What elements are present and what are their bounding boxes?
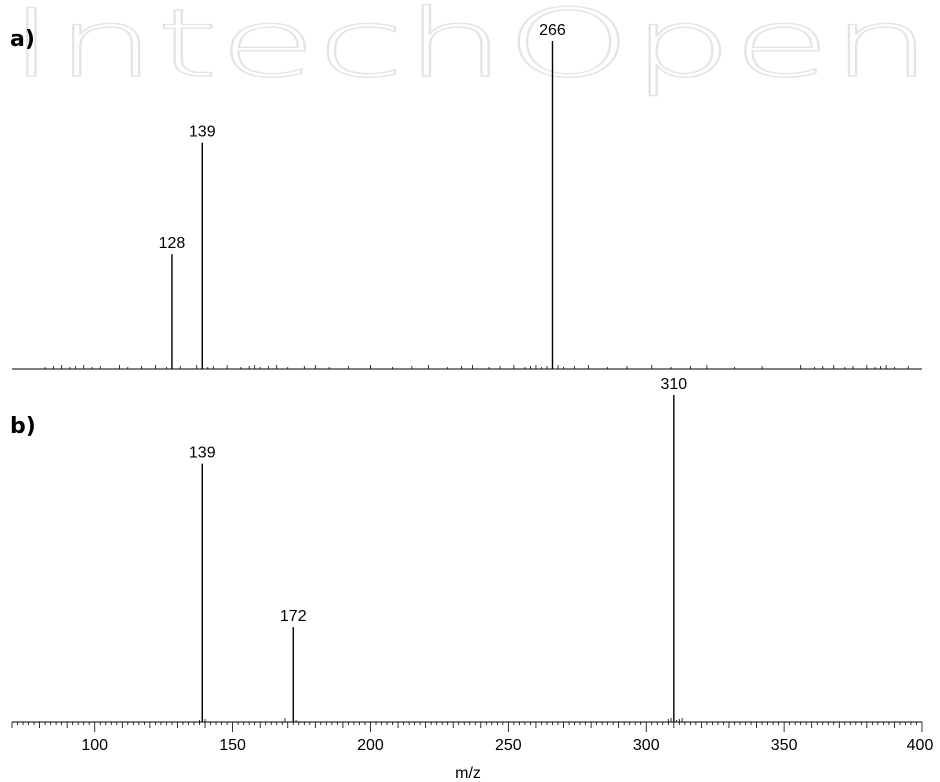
peaks-a: 128 139 266 xyxy=(159,22,566,369)
peak-label-a-266: 266 xyxy=(539,22,566,39)
x-tick-label: 150 xyxy=(219,737,246,754)
minor-peaks-a xyxy=(44,365,909,369)
x-tick-label: 350 xyxy=(771,737,798,754)
peak-label-b-139: 139 xyxy=(189,445,216,462)
x-tick-label: 100 xyxy=(81,737,108,754)
x-axis-title: m/z xyxy=(455,765,481,782)
panel-label-a: a) xyxy=(10,27,35,52)
panel-label-b: b) xyxy=(10,414,36,439)
x-axis-ticks: 100 150 200 250 300 350 400 xyxy=(11,722,934,754)
x-tick-label: 250 xyxy=(495,737,522,754)
peaks-b: 139 172 310 xyxy=(189,376,687,722)
peak-label-b-310: 310 xyxy=(660,376,687,393)
x-tick-label: 200 xyxy=(357,737,384,754)
watermark: IntechOpen xyxy=(8,0,932,99)
spectrum-panel-b: b) 100 150 200 250 300 350 400 139 172 310 m/z xyxy=(10,376,933,782)
minor-peaks-b xyxy=(199,718,683,722)
spectrum-panel-a: a) 128 139 266 xyxy=(10,22,922,370)
peak-label-b-172: 172 xyxy=(280,608,307,625)
peak-label-a-139: 139 xyxy=(189,124,216,141)
peak-label-a-128: 128 xyxy=(159,235,186,252)
x-tick-label: 400 xyxy=(907,737,934,754)
x-tick-label: 300 xyxy=(633,737,660,754)
